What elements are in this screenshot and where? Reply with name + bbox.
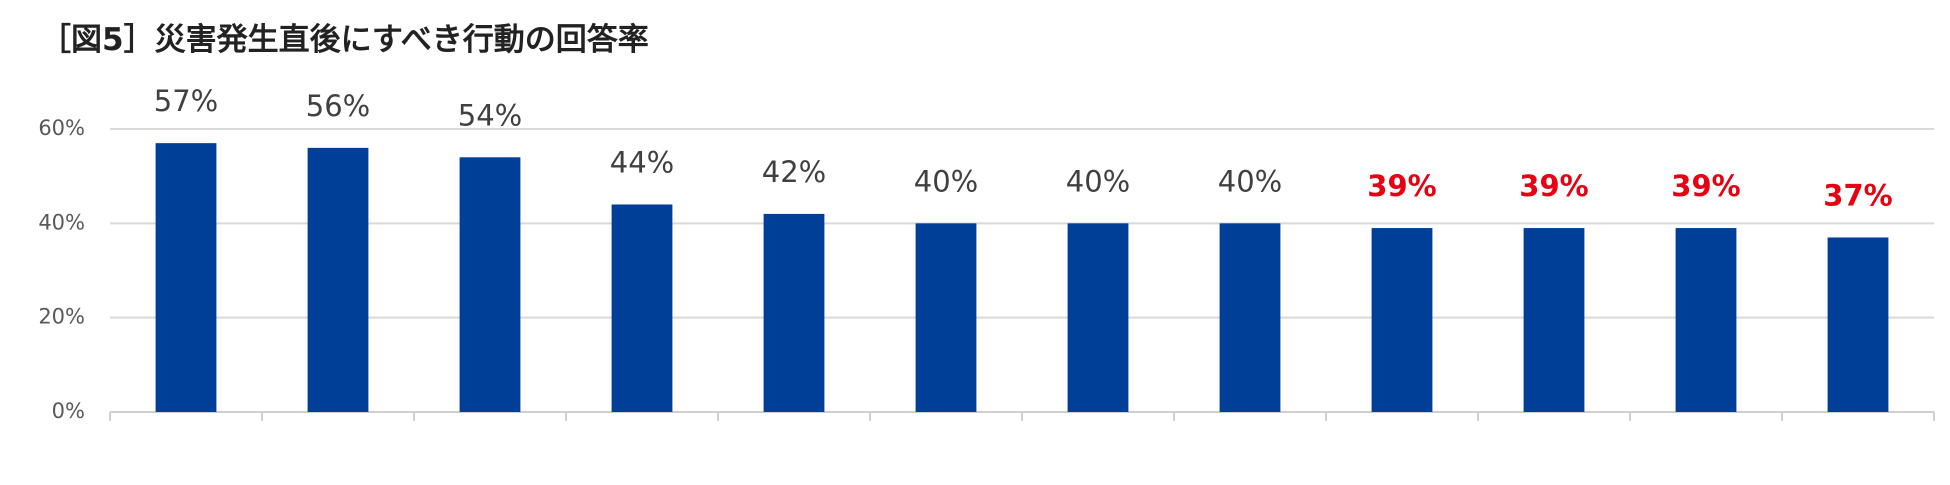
value-label: 44%	[610, 145, 674, 179]
value-label: 40%	[914, 164, 978, 198]
value-label: 57%	[154, 84, 218, 118]
y-tick-label: 0%	[52, 399, 85, 423]
bar	[763, 213, 825, 412]
value-label: 54%	[458, 98, 522, 132]
value-label: 40%	[1066, 164, 1130, 198]
bar	[611, 204, 673, 412]
bar	[1827, 237, 1889, 412]
bar	[1523, 228, 1585, 412]
bar	[915, 223, 977, 412]
bar	[1675, 228, 1737, 412]
bar	[307, 147, 369, 412]
bar	[155, 143, 217, 412]
value-label: 56%	[306, 89, 370, 123]
value-label: 39%	[1367, 169, 1436, 203]
bar	[459, 157, 521, 412]
value-label: 40%	[1218, 164, 1282, 198]
value-label: 37%	[1823, 178, 1892, 212]
value-label: 39%	[1519, 169, 1588, 203]
bar	[1067, 223, 1129, 412]
y-tick-label: 60%	[38, 116, 85, 140]
y-tick-label: 40%	[38, 210, 85, 234]
bar	[1219, 223, 1281, 412]
value-label: 42%	[762, 155, 826, 189]
bar	[1371, 228, 1433, 412]
y-tick-label: 20%	[38, 305, 85, 329]
value-label: 39%	[1671, 169, 1740, 203]
chart-title: ［図5］災害発生直後にすべき行動の回答率	[40, 22, 649, 58]
